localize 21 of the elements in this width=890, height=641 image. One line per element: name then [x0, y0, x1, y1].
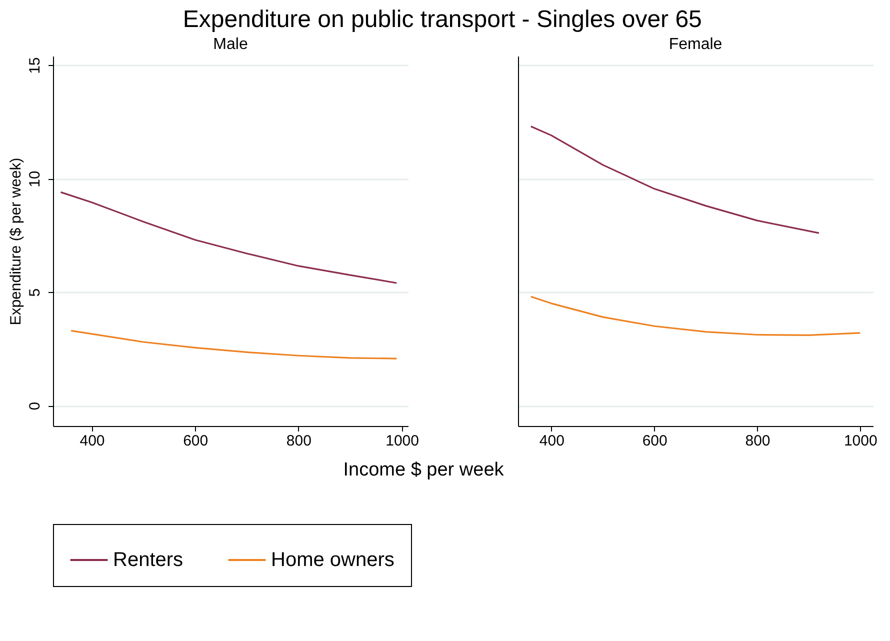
y-tick-label: 0 [26, 402, 44, 410]
x-tick-label: 600 [183, 432, 208, 450]
x-tick-label: 1000 [386, 432, 419, 450]
legend-label: Home owners [271, 549, 394, 571]
y-tick-label: 10 [26, 170, 44, 188]
chart-subtitle: Male [213, 36, 248, 53]
x-axis-title: Income $ per week [343, 460, 504, 480]
legend-label: Renters [113, 549, 184, 571]
y-axis-title: Expenditure ($ per week) [8, 158, 24, 326]
x-tick-label: 400 [80, 432, 105, 450]
x-tick-label: 800 [745, 432, 770, 450]
line-series [70, 330, 398, 360]
chart-subtitle: Female [668, 36, 722, 53]
x-tick-label: 1000 [844, 432, 878, 450]
line-series [60, 191, 398, 284]
x-tick-label: 400 [539, 432, 564, 450]
x-tick-label: 800 [286, 432, 312, 450]
chart-title: Expenditure on public transport - Singles over 65 [182, 6, 702, 33]
y-tick-label: 5 [26, 288, 44, 297]
x-tick-label: 600 [642, 432, 668, 450]
y-tick-label: 15 [26, 57, 44, 74]
